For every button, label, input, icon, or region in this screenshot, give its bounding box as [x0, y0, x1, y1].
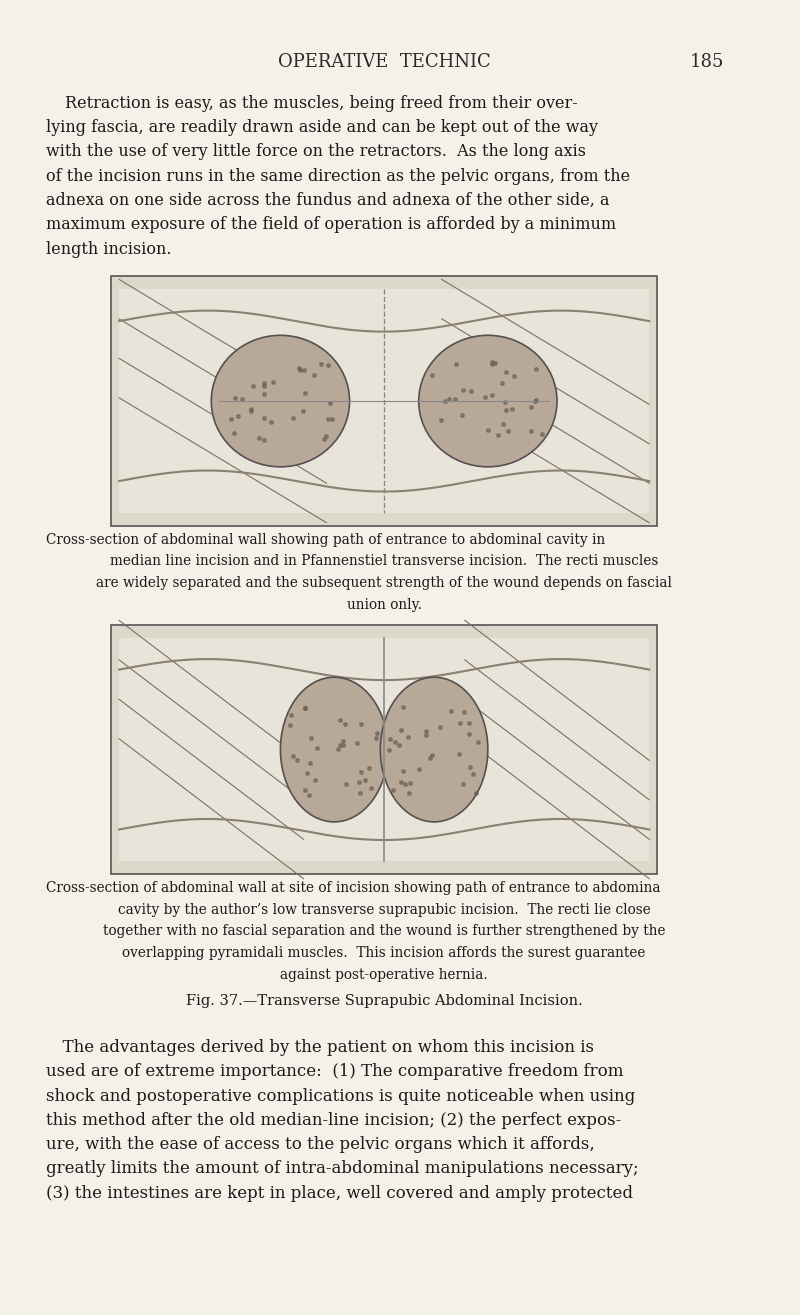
Bar: [119, 638, 650, 861]
Text: are widely separated and the subsequent strength of the wound depends on fascial: are widely separated and the subsequent …: [96, 576, 672, 590]
Text: shock and postoperative complications is quite noticeable when using: shock and postoperative complications is…: [46, 1088, 635, 1105]
Ellipse shape: [380, 677, 488, 822]
Text: greatly limits the amount of intra-abdominal manipulations necessary;: greatly limits the amount of intra-abdom…: [46, 1161, 638, 1177]
Text: Cross-section of abdominal wall at site of incision showing path of entrance to : Cross-section of abdominal wall at site …: [46, 881, 661, 896]
Text: together with no fascial separation and the wound is further strengthened by the: together with no fascial separation and …: [103, 924, 666, 939]
Bar: [111, 625, 657, 874]
Text: union only.: union only.: [346, 597, 422, 611]
Text: lying fascia, are readily drawn aside and can be kept out of the way: lying fascia, are readily drawn aside an…: [46, 120, 598, 135]
Text: Fig. 37.—Transverse Suprapubic Abdominal Incision.: Fig. 37.—Transverse Suprapubic Abdominal…: [186, 994, 582, 1009]
Text: this method after the old median-line incision; (2) the perfect expos­: this method after the old median-line in…: [46, 1112, 622, 1128]
Text: maximum exposure of the field of operation is afforded by a minimum: maximum exposure of the field of operati…: [46, 216, 616, 233]
Text: Cross-section of abdominal wall showing path of entrance to abdominal cavity in: Cross-section of abdominal wall showing …: [46, 533, 606, 547]
Text: The advantages derived by the patient on whom this incision is: The advantages derived by the patient on…: [46, 1039, 594, 1056]
Text: adnexa on one side across the fundus and adnexa of the other side, a: adnexa on one side across the fundus and…: [46, 192, 610, 209]
Text: 185: 185: [690, 53, 724, 71]
Text: length incision.: length incision.: [46, 241, 171, 258]
Text: ure, with the ease of access to the pelvic organs which it affords,: ure, with the ease of access to the pelv…: [46, 1136, 595, 1153]
Text: used are of extreme importance:  (1) The comparative freedom from: used are of extreme importance: (1) The …: [46, 1063, 623, 1080]
Bar: [119, 289, 650, 513]
Text: median line incision and in Pfannenstiel transverse incision.  The recti muscles: median line incision and in Pfannenstiel…: [110, 555, 658, 568]
Ellipse shape: [211, 335, 350, 467]
Text: with the use of very little force on the retractors.  As the long axis: with the use of very little force on the…: [46, 143, 586, 160]
Text: overlapping pyramidali muscles.  This incision affords the surest guarantee: overlapping pyramidali muscles. This inc…: [122, 947, 646, 960]
Text: Retraction is easy, as the muscles, being freed from their over-: Retraction is easy, as the muscles, bein…: [66, 95, 578, 112]
Text: against post-operative hernia.: against post-operative hernia.: [280, 968, 488, 982]
Text: (3) the intestines are kept in place, well covered and amply protected: (3) the intestines are kept in place, we…: [46, 1185, 633, 1202]
Bar: [111, 276, 657, 526]
Text: of the incision runs in the same direction as the pelvic organs, from the: of the incision runs in the same directi…: [46, 167, 630, 184]
Ellipse shape: [418, 335, 557, 467]
Ellipse shape: [281, 677, 388, 822]
Text: OPERATIVE  TECHNIC: OPERATIVE TECHNIC: [278, 53, 490, 71]
Text: cavity by the author’s low transverse suprapubic incision.  The recti lie close: cavity by the author’s low transverse su…: [118, 902, 650, 917]
